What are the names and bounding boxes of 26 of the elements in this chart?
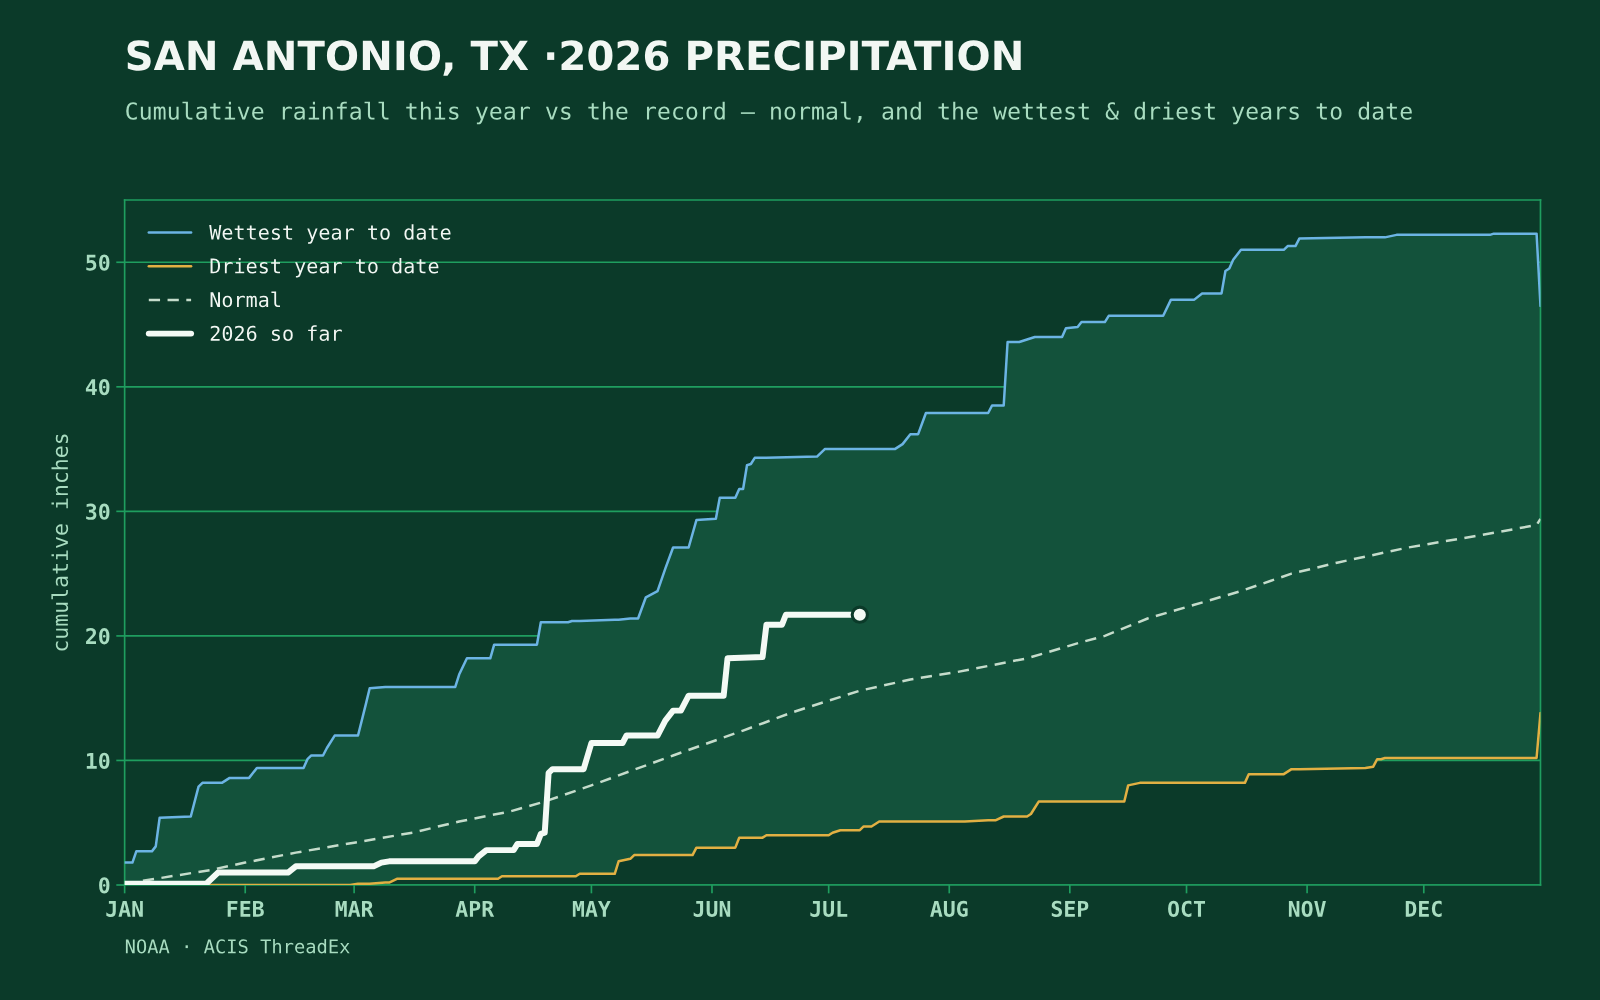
x-tick-label: AUG [930,900,968,917]
y-tick-label: 50 [86,254,110,271]
y-tick-label: 40 [85,379,110,396]
y-tick-label: 30 [86,503,110,520]
x-tick-label: APR [455,900,495,917]
x-tick-label: JAN [106,900,143,917]
legend-label: Normal [210,291,281,308]
y-axis-title: cumulative inches [51,434,69,651]
x-tick-label: JUN [693,900,731,917]
x-tick-label: SEP [1051,900,1089,917]
x-tick-label: NOV [1288,900,1326,917]
y-tick-label: 10 [86,752,110,769]
legend-label: 2026 so far [210,325,342,341]
chart-subtitle: Cumulative rainfall this year vs the record — normal, and the wettest & driest years to date [126,101,1412,125]
y-tick-label: 0 [99,877,110,894]
x-tick-label: MAY [572,900,611,917]
x-tick-label: FEB [227,900,264,917]
x-tick-label: DEC [1405,900,1442,917]
legend-label: Wettest year to date [209,224,451,244]
y-tick-label: 20 [86,628,110,645]
text: NOAA · ACIS ThreadEx [125,938,350,954]
legend-label: Driest year to date [210,257,439,278]
chart-title: SAN ANTONIO, TX ·2026 PRECIPITATION [127,40,1021,76]
x-tick-label: MAR [335,900,374,917]
x-tick-label: JUL [810,900,848,917]
x-tick-label: OCT [1168,900,1206,917]
